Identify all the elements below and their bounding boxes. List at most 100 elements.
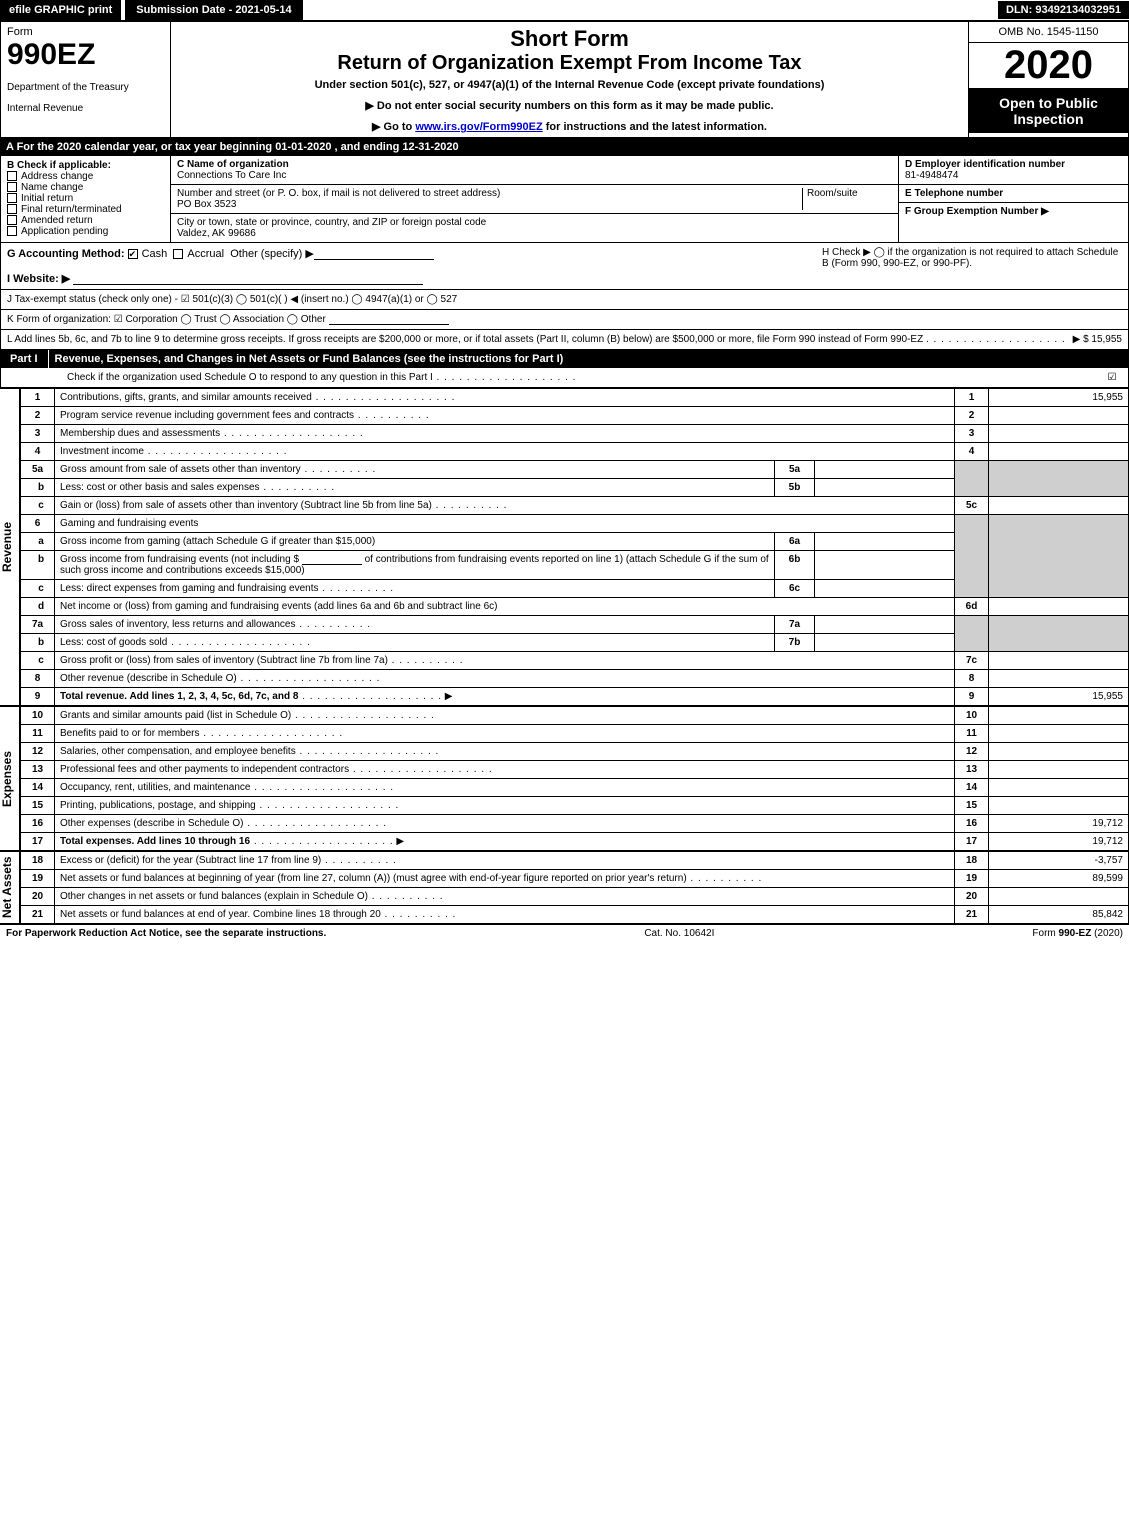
line-21: 21Net assets or fund balances at end of … — [21, 906, 1129, 924]
submission-date: Submission Date - 2021-05-14 — [125, 0, 302, 20]
expenses-label: Expenses — [0, 706, 20, 851]
c-addr-block: Number and street (or P. O. box, if mail… — [171, 185, 898, 214]
col-d-ein: D Employer identification number 81-4948… — [898, 156, 1128, 242]
efile-print-button[interactable]: efile GRAPHIC print — [0, 0, 121, 20]
footer-left: For Paperwork Reduction Act Notice, see … — [6, 928, 326, 939]
d-ein-block: D Employer identification number 81-4948… — [899, 156, 1128, 185]
part1-header: Part I Revenue, Expenses, and Changes in… — [0, 350, 1129, 368]
top-bar: efile GRAPHIC print Submission Date - 20… — [0, 0, 1129, 20]
footer-mid: Cat. No. 10642I — [326, 928, 1032, 939]
d-ein-label: D Employer identification number — [905, 159, 1065, 170]
no-ssn-warning: ▶ Do not enter social security numbers o… — [177, 99, 962, 112]
c-name-value: Connections To Care Inc — [177, 170, 286, 181]
short-form-title: Short Form — [177, 26, 962, 52]
c-addr-value: PO Box 3523 — [177, 199, 236, 210]
c-name-block: C Name of organization Connections To Ca… — [171, 156, 898, 185]
e-phone-block: E Telephone number — [899, 185, 1128, 203]
dept-treasury: Department of the Treasury — [7, 82, 164, 93]
tax-year: 2020 — [969, 43, 1128, 89]
g-cash: Cash — [142, 248, 168, 260]
line-11: 11Benefits paid to or for members11 — [21, 725, 1129, 743]
c-city-label: City or town, state or province, country… — [177, 217, 486, 228]
c-addr-label: Number and street (or P. O. box, if mail… — [177, 188, 500, 199]
col-b-checkboxes: B Check if applicable: Address change Na… — [1, 156, 171, 242]
line-1: 1Contributions, gifts, grants, and simil… — [21, 389, 1129, 407]
row-k-text: K Form of organization: ☑ Corporation ◯ … — [7, 314, 326, 325]
f-group-block: F Group Exemption Number ▶ — [899, 203, 1128, 220]
row-l-gross-receipts: L Add lines 5b, 6c, and 7b to line 9 to … — [0, 330, 1129, 350]
line-5c: cGain or (loss) from sale of assets othe… — [21, 497, 1129, 515]
col-c-org-info: C Name of organization Connections To Ca… — [171, 156, 898, 242]
irs-label: Internal Revenue — [7, 103, 164, 114]
g-other-blank[interactable] — [314, 249, 434, 260]
footer-right: Form 990-EZ (2020) — [1032, 928, 1123, 939]
line-15: 15Printing, publications, postage, and s… — [21, 797, 1129, 815]
netassets-label: Net Assets — [0, 851, 20, 924]
cb-initial-return[interactable]: Initial return — [7, 193, 164, 204]
part1-check-mark: ☑ — [1102, 372, 1122, 383]
row-a-tax-year: A For the 2020 calendar year, or tax yea… — [0, 138, 1129, 156]
part1-tab: Part I — [0, 350, 49, 368]
c-name-label: C Name of organization — [177, 159, 289, 170]
d-ein-value: 81-4948474 — [905, 170, 958, 181]
line-14: 14Occupancy, rent, utilities, and mainte… — [21, 779, 1129, 797]
section-bcd: B Check if applicable: Address change Na… — [0, 156, 1129, 243]
row-j-tax-exempt: J Tax-exempt status (check only one) - ☑… — [0, 290, 1129, 310]
header-right: OMB No. 1545-1150 2020 Open to Public In… — [968, 22, 1128, 137]
cb-accrual[interactable] — [173, 249, 183, 259]
line-12: 12Salaries, other compensation, and empl… — [21, 743, 1129, 761]
cb-amended-return[interactable]: Amended return — [7, 215, 164, 226]
line-6: 6Gaming and fundraising events — [21, 515, 1129, 533]
h-check: H Check ▶ ◯ if the organization is not r… — [822, 247, 1122, 285]
c-room-label: Room/suite — [807, 188, 858, 199]
cb-final-return[interactable]: Final return/terminated — [7, 204, 164, 215]
expenses-section: Expenses 10Grants and similar amounts pa… — [0, 706, 1129, 851]
f-group-label: F Group Exemption Number ▶ — [905, 206, 1049, 217]
line-16: 16Other expenses (describe in Schedule O… — [21, 815, 1129, 833]
goto-pre: ▶ Go to — [372, 121, 415, 133]
netassets-section: Net Assets 18Excess or (deficit) for the… — [0, 851, 1129, 924]
row-k-blank[interactable] — [329, 314, 449, 325]
cb-cash[interactable] — [128, 249, 138, 259]
c-city-block: City or town, state or province, country… — [171, 214, 898, 242]
open-to-public: Open to Public Inspection — [969, 89, 1128, 133]
g-label: G Accounting Method: — [7, 248, 125, 260]
netassets-table: 18Excess or (deficit) for the year (Subt… — [20, 851, 1129, 924]
part1-check-line: Check if the organization used Schedule … — [0, 368, 1129, 388]
line-7c: cGross profit or (loss) from sales of in… — [21, 652, 1129, 670]
row-k-form-org: K Form of organization: ☑ Corporation ◯ … — [0, 310, 1129, 330]
line-20: 20Other changes in net assets or fund ba… — [21, 888, 1129, 906]
dln-label: DLN: 93492134032951 — [998, 1, 1129, 19]
i-website-blank[interactable] — [73, 274, 423, 285]
line-6d: dNet income or (loss) from gaming and fu… — [21, 598, 1129, 616]
revenue-label: Revenue — [0, 388, 20, 706]
line-8: 8Other revenue (describe in Schedule O)8 — [21, 670, 1129, 688]
omb-number: OMB No. 1545-1150 — [969, 22, 1128, 43]
line-3: 3Membership dues and assessments3 — [21, 425, 1129, 443]
revenue-table: 1Contributions, gifts, grants, and simil… — [20, 388, 1129, 706]
row-l-amount: ▶ $ 15,955 — [1073, 334, 1122, 345]
line-7a: 7aGross sales of inventory, less returns… — [21, 616, 1129, 634]
c-city-value: Valdez, AK 99686 — [177, 228, 256, 239]
cb-application-pending[interactable]: Application pending — [7, 226, 164, 237]
form-number: 990EZ — [7, 38, 164, 72]
line-4: 4Investment income4 — [21, 443, 1129, 461]
line-2: 2Program service revenue including gover… — [21, 407, 1129, 425]
e-phone-label: E Telephone number — [905, 188, 1003, 199]
cb-name-change[interactable]: Name change — [7, 182, 164, 193]
header-left: Form 990EZ Department of the Treasury In… — [1, 22, 171, 137]
line-9: 9Total revenue. Add lines 1, 2, 3, 4, 5c… — [21, 688, 1129, 706]
g-other: Other (specify) ▶ — [230, 248, 314, 260]
header-mid: Short Form Return of Organization Exempt… — [171, 22, 968, 137]
row-gh: G Accounting Method: Cash Accrual Other … — [0, 243, 1129, 290]
i-website-label: I Website: ▶ — [7, 273, 70, 285]
col-b-title: B Check if applicable: — [7, 160, 164, 171]
line-17: 17Total expenses. Add lines 10 through 1… — [21, 833, 1129, 851]
page-footer: For Paperwork Reduction Act Notice, see … — [0, 924, 1129, 942]
goto-post: for instructions and the latest informat… — [546, 121, 767, 133]
revenue-section: Revenue 1Contributions, gifts, grants, a… — [0, 388, 1129, 706]
irs-link[interactable]: www.irs.gov/Form990EZ — [415, 121, 542, 133]
line-13: 13Professional fees and other payments t… — [21, 761, 1129, 779]
cb-address-change[interactable]: Address change — [7, 171, 164, 182]
line-10: 10Grants and similar amounts paid (list … — [21, 707, 1129, 725]
